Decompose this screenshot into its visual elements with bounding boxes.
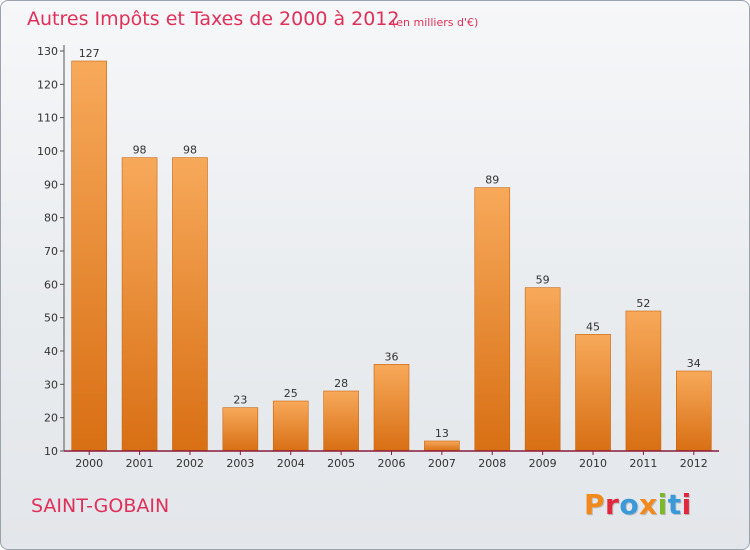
bar-2004 <box>272 400 309 452</box>
data-label: 13 <box>435 427 449 440</box>
y-tick-label: 110 <box>37 112 58 125</box>
data-label: 25 <box>284 387 298 400</box>
x-tick-label: 2005 <box>327 457 355 470</box>
x-tick-label: 2003 <box>226 457 254 470</box>
data-label: 28 <box>334 377 348 390</box>
x-tick-label: 2002 <box>176 457 204 470</box>
y-tick-label: 130 <box>37 45 58 58</box>
x-axis: 2000 2001 2002 2003 2004 2005 2006 2007 2008 2009… <box>64 450 719 470</box>
bars: 127 98 98 23 25 28 36 13 89 59 45 52 34 <box>71 47 712 452</box>
chart-subtitle: (en milliers d'€) <box>392 16 479 29</box>
logo-letter: x <box>639 488 658 521</box>
data-label: 36 <box>385 350 399 363</box>
x-tick-label: 2009 <box>529 457 557 470</box>
data-label: 59 <box>536 274 550 287</box>
bar-2012 <box>676 370 712 452</box>
x-tick-label: 2001 <box>126 457 154 470</box>
y-axis: 10 20 30 40 50 60 70 80 90 100 110 120 130 <box>37 45 65 458</box>
logo-letter: o <box>619 488 640 521</box>
logo-letter: t <box>667 488 682 521</box>
bar-2002 <box>172 157 208 452</box>
y-tick-label: 10 <box>44 445 58 458</box>
bar-2003 <box>222 407 259 452</box>
y-tick-label: 120 <box>37 78 58 91</box>
x-tick-label: 2010 <box>579 457 607 470</box>
x-tick-label: 2012 <box>680 457 708 470</box>
bar-2006 <box>373 364 410 452</box>
bar-2010 <box>575 334 611 452</box>
bar-2000 <box>71 60 107 452</box>
data-label: 23 <box>233 394 247 407</box>
bar-2009 <box>524 287 561 452</box>
bar-2001 <box>121 157 158 452</box>
y-tick-label: 70 <box>44 245 58 258</box>
x-tick-label: 2008 <box>478 457 506 470</box>
data-label: 98 <box>133 144 147 157</box>
logo-letter: r <box>605 488 620 521</box>
y-tick-label: 60 <box>44 278 58 291</box>
x-tick-label: 2007 <box>428 457 456 470</box>
chart-title: Autres Impôts et Taxes de 2000 à 2012 <box>27 8 400 30</box>
logo-letter: P <box>584 488 606 521</box>
bar-2008 <box>474 187 511 452</box>
data-label: 45 <box>586 320 600 333</box>
y-tick-label: 20 <box>44 412 58 425</box>
y-tick-label: 100 <box>37 145 58 158</box>
y-tick-label: 80 <box>44 212 58 225</box>
x-tick-label: 2011 <box>629 457 657 470</box>
data-label: 34 <box>687 357 701 370</box>
data-label: 89 <box>485 174 499 187</box>
x-tick-label: 2004 <box>277 457 305 470</box>
bar-2005 <box>323 390 359 452</box>
y-tick-label: 40 <box>44 345 58 358</box>
logo-letter: i <box>681 488 692 521</box>
logo-letter: i <box>657 488 668 521</box>
commune-name: SAINT-GOBAIN <box>31 495 170 517</box>
x-tick-label: 2000 <box>75 457 103 470</box>
y-tick-label: 30 <box>44 378 58 391</box>
bar-2007 <box>424 440 460 452</box>
y-tick-label: 90 <box>44 178 58 191</box>
data-label: 52 <box>636 297 650 310</box>
y-tick-label: 50 <box>44 312 58 325</box>
proxiti-logo: Proxiti <box>584 488 692 521</box>
data-label: 98 <box>183 144 197 157</box>
bar-2011 <box>625 310 662 452</box>
x-tick-label: 2006 <box>378 457 406 470</box>
data-label: 127 <box>79 47 100 60</box>
